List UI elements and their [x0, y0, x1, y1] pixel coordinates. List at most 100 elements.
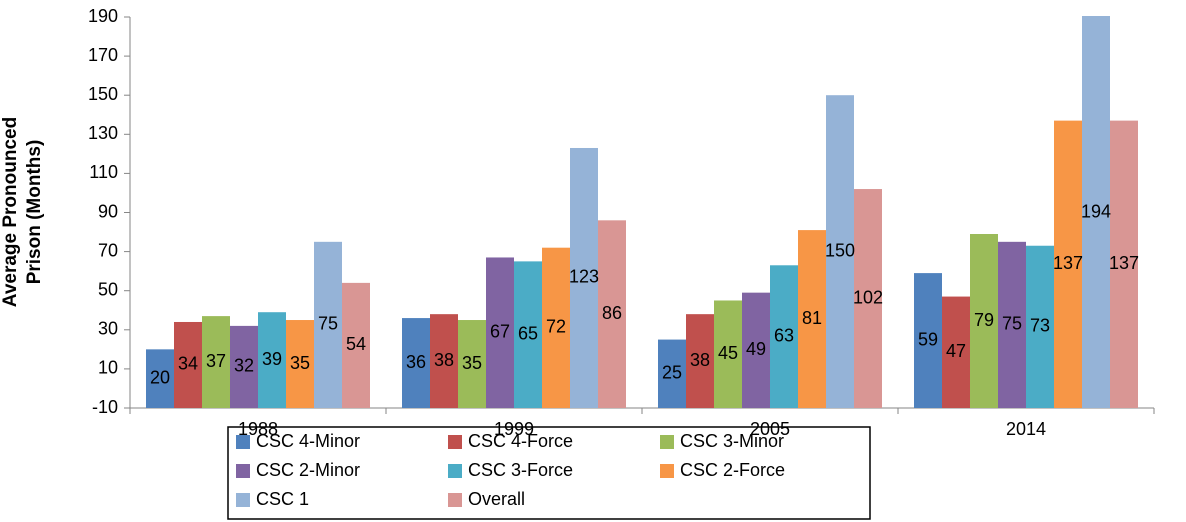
data-label: 35: [462, 353, 482, 373]
legend-swatch: [448, 493, 462, 507]
data-label: 34: [178, 354, 198, 374]
y-tick-label: 70: [98, 240, 118, 260]
bar: [402, 318, 430, 408]
data-label: 67: [490, 321, 510, 341]
data-label: 72: [546, 317, 566, 337]
y-tick-label: 190: [88, 6, 118, 26]
bar: [486, 257, 514, 408]
data-label: 39: [262, 349, 282, 369]
bar: [430, 314, 458, 408]
y-tick-label: 130: [88, 123, 118, 143]
data-label: 86: [602, 303, 622, 323]
bar: [686, 314, 714, 408]
legend-label: CSC 2-Force: [680, 460, 785, 480]
bar: [202, 316, 230, 408]
bar: [258, 312, 286, 408]
bar: [998, 241, 1026, 408]
legend-label: CSC 3-Force: [468, 460, 573, 480]
data-label: 73: [1030, 316, 1050, 336]
data-label: 75: [1002, 314, 1022, 334]
bar: [854, 189, 882, 408]
bar: [798, 230, 826, 408]
legend-label: CSC 4-Force: [468, 431, 573, 451]
bar: [914, 273, 942, 408]
bar: [542, 247, 570, 408]
data-label: 79: [974, 310, 994, 330]
bar: [826, 95, 854, 408]
bar: [230, 325, 258, 408]
bar: [742, 292, 770, 408]
x-tick-label: 1988: [238, 419, 278, 439]
data-label: 47: [946, 341, 966, 361]
bar: [658, 339, 686, 408]
y-axis-label-line: Prison (Months): [24, 140, 45, 285]
bar: [942, 296, 970, 408]
data-label: 45: [718, 343, 738, 363]
data-label: 59: [918, 329, 938, 349]
bar: [770, 265, 798, 408]
legend-swatch: [660, 464, 674, 478]
data-label: 37: [206, 351, 226, 371]
bar: [314, 241, 342, 408]
y-tick-label: 90: [98, 201, 118, 221]
data-label: 20: [150, 367, 170, 387]
y-tick-label: -10: [92, 397, 118, 417]
legend-swatch: [236, 464, 250, 478]
plot-area: [146, 16, 1138, 409]
legend-swatch: [660, 435, 674, 449]
legend-swatch: [448, 464, 462, 478]
data-label: 65: [518, 323, 538, 343]
data-label: 63: [774, 325, 794, 345]
bar: [286, 320, 314, 408]
data-label: 38: [434, 350, 454, 370]
y-tick-label: 10: [98, 358, 118, 378]
bar: [1082, 16, 1110, 409]
bar: [714, 300, 742, 408]
data-label: 38: [690, 350, 710, 370]
bar: [174, 321, 202, 408]
data-label: 137: [1109, 253, 1139, 273]
x-tick-label: 1999: [494, 419, 534, 439]
y-tick-label: 150: [88, 84, 118, 104]
legend-swatch: [448, 435, 462, 449]
bar: [342, 282, 370, 408]
data-label: 137: [1053, 253, 1083, 273]
legend-swatch: [236, 435, 250, 449]
y-axis-label: Average Pronounced Prison (Months): [0, 117, 45, 307]
bar: [146, 349, 174, 408]
legend-swatch: [236, 493, 250, 507]
y-tick-label: 110: [89, 162, 118, 182]
x-tick-label: 2005: [750, 419, 790, 439]
bar: [1026, 245, 1054, 408]
bar: [1110, 120, 1138, 409]
legend-label: CSC 1: [256, 489, 309, 509]
bar: [458, 320, 486, 408]
data-label: 194: [1081, 201, 1111, 221]
data-label: 102: [853, 287, 883, 307]
legend-label: CSC 3-Minor: [680, 431, 784, 451]
data-label: 123: [569, 267, 599, 287]
data-label: 32: [234, 356, 254, 376]
data-label: 81: [802, 308, 822, 328]
data-label: 35: [290, 353, 310, 373]
y-tick-label: 50: [98, 279, 118, 299]
bar: [570, 147, 598, 409]
data-label: 54: [346, 334, 366, 354]
data-label: 150: [825, 240, 855, 260]
legend-label: CSC 2-Minor: [256, 460, 360, 480]
bar: [1054, 120, 1082, 409]
y-tick-label: 30: [98, 319, 118, 339]
bar: [514, 261, 542, 408]
data-label: 25: [662, 363, 682, 383]
bar: [970, 234, 998, 408]
legend-label: Overall: [468, 489, 525, 509]
y-tick-label: 170: [88, 45, 118, 65]
legend-label: CSC 4-Minor: [256, 431, 360, 451]
x-tick-label: 2014: [1006, 419, 1046, 439]
y-axis-label-line: Average Pronounced: [0, 117, 21, 307]
bar: [598, 220, 626, 408]
data-label: 75: [318, 314, 338, 334]
legend-box: [227, 426, 871, 520]
data-label: 36: [406, 352, 426, 372]
